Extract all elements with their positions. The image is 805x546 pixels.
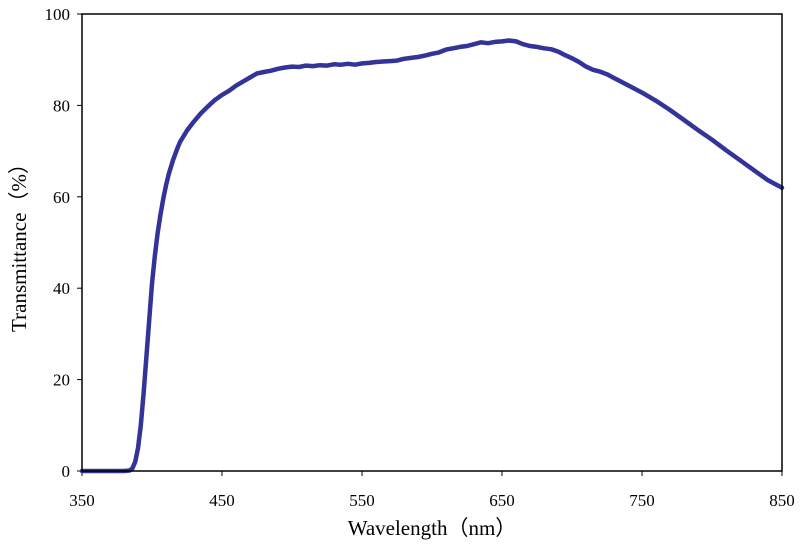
y-tick-label: 40 xyxy=(53,279,70,298)
y-axis-title: Transmittance（%） xyxy=(7,153,31,332)
y-tick-label: 20 xyxy=(53,371,70,390)
tick-layer xyxy=(77,13,783,476)
x-tick-label: 850 xyxy=(769,491,795,510)
transmittance-series-line xyxy=(79,38,785,474)
x-tick-label: 550 xyxy=(349,491,375,510)
y-tick-label: 0 xyxy=(62,462,71,481)
y-tick-label: 100 xyxy=(45,5,71,24)
x-tick-label: 450 xyxy=(209,491,235,510)
x-tick-label: 350 xyxy=(69,491,95,510)
x-axis-title: Wavelength（nm） xyxy=(348,516,517,540)
y-tick-label: 60 xyxy=(53,188,70,207)
tick-labels: 350 450 550 650 750 850 0 20 40 60 80 100 xyxy=(45,5,795,510)
plot-area-frame xyxy=(81,13,783,472)
x-tick-label: 650 xyxy=(489,491,515,510)
x-tick-label: 750 xyxy=(629,491,655,510)
y-tick-label: 80 xyxy=(53,96,70,115)
